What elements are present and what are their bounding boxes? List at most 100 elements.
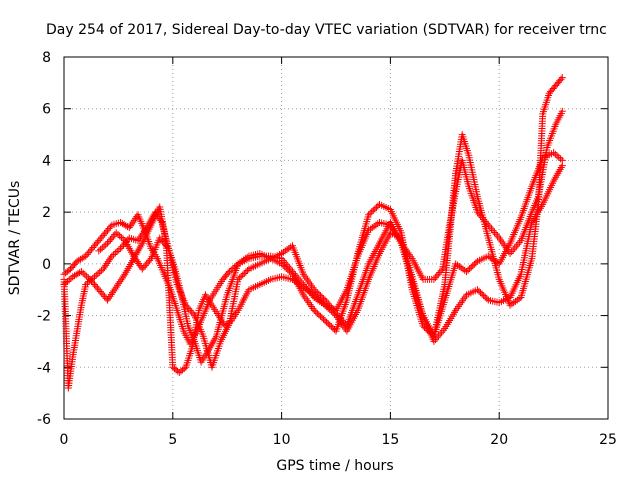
x-tick-label: 25 (599, 432, 617, 448)
y-tick-label: -6 (37, 412, 51, 428)
data-point (506, 301, 514, 309)
data-point (98, 233, 106, 241)
data-point (157, 236, 165, 244)
data-point (162, 241, 170, 249)
x-tick-label: 5 (168, 432, 177, 448)
data-point (104, 226, 112, 234)
data-point (188, 308, 196, 316)
data-point (279, 248, 287, 256)
data-point (294, 279, 302, 287)
data-point (512, 297, 520, 305)
data-point (86, 275, 94, 283)
data-point (433, 272, 441, 280)
data-point (93, 284, 101, 292)
data-point (434, 270, 442, 278)
data-point (98, 289, 106, 297)
data-point (558, 74, 566, 82)
data-point (106, 236, 114, 244)
data-point (118, 243, 126, 251)
data-point (303, 286, 311, 294)
data-point (65, 266, 73, 274)
data-point (305, 287, 313, 295)
data-point (473, 286, 481, 294)
data-point (421, 323, 429, 331)
data-point (371, 205, 379, 213)
data-point (464, 266, 472, 274)
data-point (452, 260, 460, 268)
data-point (492, 230, 500, 238)
data-point (436, 268, 444, 276)
data-point (510, 299, 518, 307)
data-point (369, 206, 377, 214)
data-point (108, 252, 116, 260)
data-point (368, 208, 376, 216)
data-point (312, 308, 320, 316)
data-point (313, 289, 321, 297)
data-point (318, 293, 326, 301)
data-point (459, 265, 467, 273)
data-point (86, 247, 94, 255)
data-point (472, 259, 480, 267)
data-point (82, 281, 90, 289)
data-point (97, 245, 105, 253)
data-point (144, 258, 152, 266)
data-point (481, 293, 489, 301)
data-point (182, 301, 190, 309)
data-point (100, 242, 108, 250)
data-point (508, 300, 516, 308)
data-point (480, 292, 488, 300)
data-point (92, 240, 100, 248)
data-point (224, 269, 232, 277)
data-point (96, 235, 104, 243)
data-point (234, 275, 242, 283)
data-point (313, 309, 321, 317)
data-point (372, 203, 380, 211)
data-point (292, 278, 300, 286)
x-tick-label: 0 (60, 432, 69, 448)
data-point (278, 260, 286, 268)
data-point (320, 295, 328, 303)
data-point (138, 265, 146, 273)
data-point (156, 234, 164, 242)
data-point (316, 292, 324, 300)
data-point (242, 268, 250, 276)
data-point (243, 253, 251, 261)
data-point (63, 277, 71, 285)
data-point (312, 287, 320, 295)
data-point (318, 314, 326, 322)
y-tick-label: -2 (37, 309, 51, 325)
data-point (239, 271, 247, 279)
data-point (283, 246, 291, 254)
data-point (77, 268, 85, 276)
data-point (320, 315, 328, 323)
data-point (326, 321, 334, 329)
data-point (316, 312, 324, 320)
data-point (466, 265, 474, 273)
data-point (101, 230, 109, 238)
data-point (237, 272, 245, 280)
data-point (90, 242, 98, 250)
data-point (463, 268, 471, 276)
data-point (238, 257, 246, 265)
data-point (146, 256, 154, 264)
data-point (183, 303, 191, 311)
plot-frame (63, 56, 609, 420)
data-point (370, 222, 378, 230)
data-point (324, 320, 332, 328)
data-point (83, 250, 91, 258)
data-point (102, 228, 110, 236)
x-tick-label: 10 (273, 432, 291, 448)
data-point (555, 153, 563, 161)
data-point (88, 245, 96, 253)
data-point (243, 267, 251, 275)
data-point (117, 244, 125, 252)
data-point (483, 295, 491, 303)
data-point (160, 239, 168, 247)
data-point (477, 289, 485, 297)
data-point (89, 279, 97, 287)
data-point (180, 365, 188, 373)
data-point (84, 274, 92, 282)
y-tick-label: -4 (37, 360, 51, 376)
data-point (315, 290, 323, 298)
